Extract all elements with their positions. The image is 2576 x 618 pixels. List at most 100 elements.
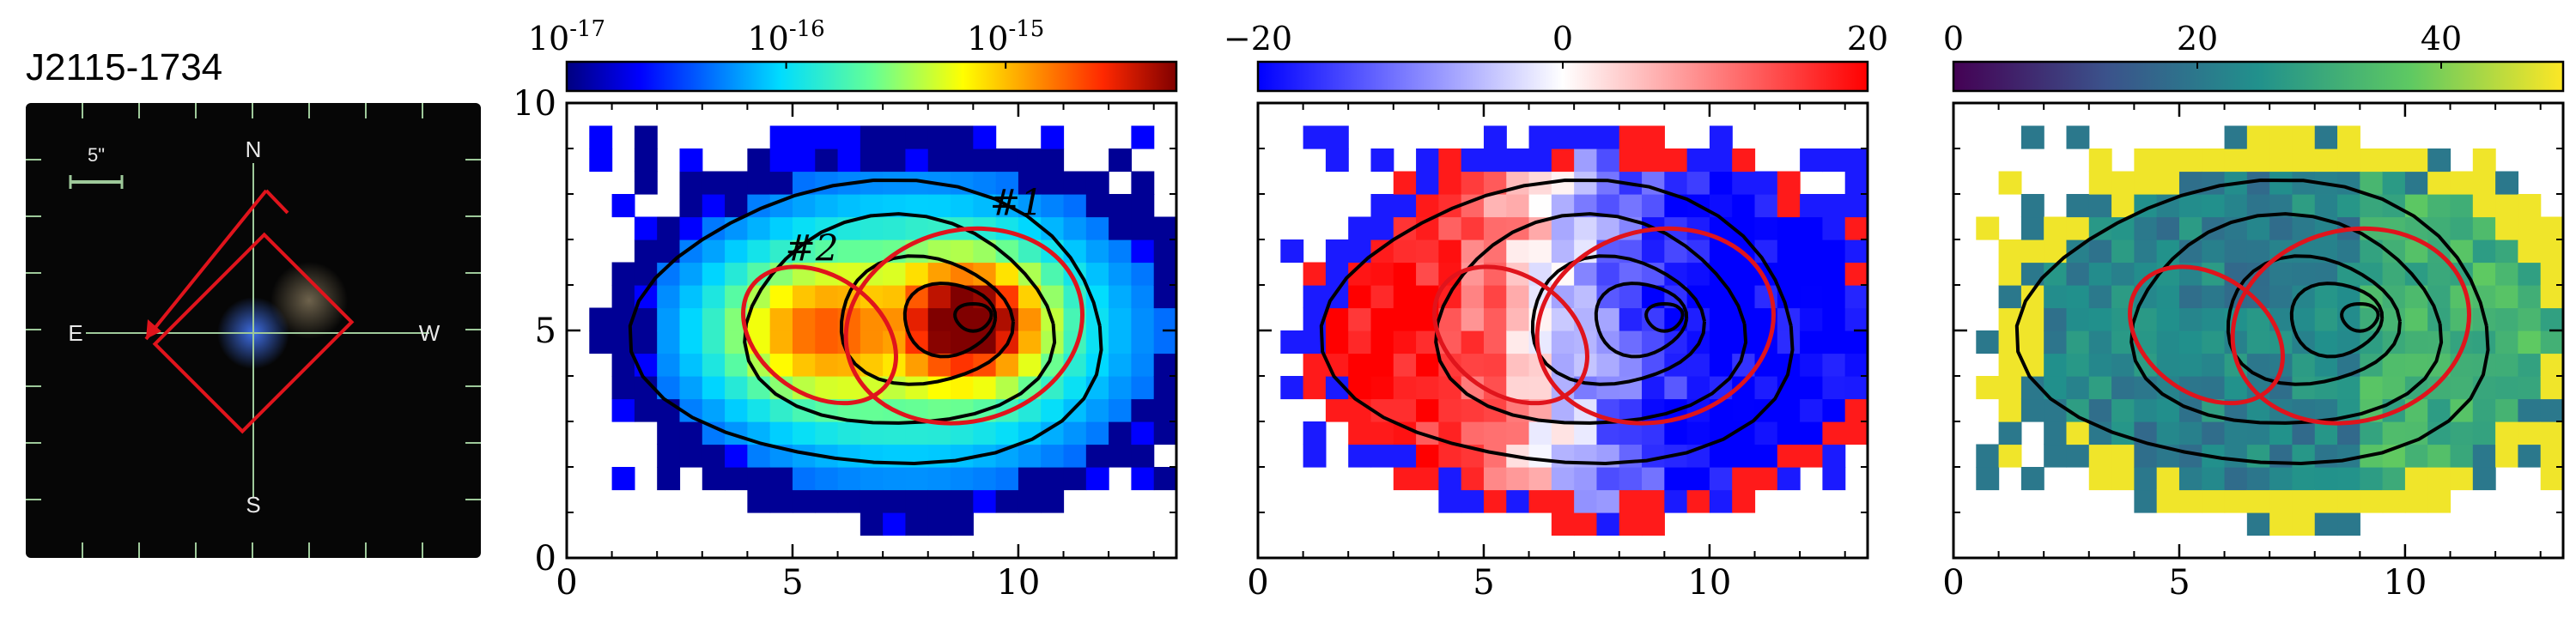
map-pixel [1596,307,1620,331]
map-pixel [2134,398,2158,422]
map-pixel [1551,239,1575,264]
map-pixel [1153,262,1176,286]
contour-level [953,301,993,333]
ifu-footprint [152,232,355,434]
map-pixel [1822,421,1846,445]
map-pixel [2360,330,2384,354]
map-pixel [1642,194,1665,218]
map-pixel [1998,353,2022,377]
map-pixel [2495,307,2519,331]
map-pixel [1370,444,1394,468]
map-pixel [2111,467,2135,491]
map-pixel [1018,467,1042,491]
map-pixel [769,171,793,195]
map-pixel [1018,171,1042,195]
map-pixel [1551,467,1575,491]
map-pixel [2202,353,2226,377]
map-pixel [815,330,839,354]
map-pixel [1063,216,1087,240]
map-pixel [1393,285,1417,309]
map-pixel [1574,467,1598,491]
map-pixel [2020,125,2044,149]
map-pixel [1754,398,1778,422]
map-pixel [2360,467,2384,491]
map-pixel [792,148,816,173]
map-pixel [1619,125,1643,149]
map-pixel [1822,376,1846,400]
map-pixel [769,489,793,513]
map-pixel [2088,285,2112,309]
map-pixel [1732,489,1756,513]
map-pixel [2178,285,2202,309]
map-pixel [725,262,748,286]
contour-level [1319,178,1795,466]
map-pixel [995,171,1019,195]
map-pixel [1131,307,1155,331]
map-pixel [2134,239,2158,264]
map-pixel [837,239,861,264]
map-pixel [1303,353,1327,377]
x-tick-label: 10 [1687,563,1731,603]
map-pixel [2202,330,2226,354]
map-pixel [2111,194,2135,218]
map-pixel [1370,307,1394,331]
map-pixel [1754,376,1778,400]
map-pixel [1393,353,1417,377]
map-pixel [2202,194,2226,218]
map-pixel [2020,194,2044,218]
map-pixel [1844,398,1868,422]
map-pixel [1348,353,1372,377]
map-pixels [1280,125,1868,536]
map-pixel [1085,398,1109,422]
map-pixel [1976,444,2000,468]
map-pixel [860,421,884,445]
map-pixel [792,125,816,149]
map-pixel [1063,171,1087,195]
map-pixel [1041,398,1065,422]
map-pixel [1844,421,1868,445]
map-pixel [1844,148,1868,173]
map-pixel [1461,307,1485,331]
map-pixel [2044,353,2068,377]
contour-level [902,282,998,359]
contour-level [1594,282,1689,359]
map-pixel [679,148,703,173]
aperture-ellipse [2230,226,2471,426]
map-pixel [2314,262,2338,286]
map-pixel [837,421,861,445]
map-pixel [2246,330,2270,354]
map-pixel [792,330,816,354]
map-pixel [2020,307,2044,331]
map-pixel [1303,125,1327,149]
map-pixel [1370,353,1394,377]
map-pixel [815,285,839,309]
map-pixel [1551,194,1575,218]
map-pixel [1370,330,1394,354]
direction-arrow-tail [264,189,289,215]
contour-level [1530,254,1706,386]
map-pixel [2178,307,2202,331]
map-pixel [1844,194,1868,218]
map-pixel [725,398,748,422]
map-pixel [951,444,974,468]
map-pixel [792,353,816,377]
map-pixel [1619,467,1643,491]
map-pixel [1109,239,1133,264]
map-pixel [1800,216,1824,240]
map-pixel [1822,148,1846,173]
sky-thumbnail: N S E W 5" [26,103,481,558]
map-pixel [2111,239,2135,264]
map-pixel [905,148,929,173]
map-pixel [1686,353,1710,377]
map-pixel [995,489,1019,513]
map-pixel [1844,353,1868,377]
map-pixel [2382,421,2406,445]
map-pixel [1998,421,2022,445]
map-pixel [815,376,839,400]
map-pixel [1370,148,1394,173]
map-pixel [769,239,793,264]
map-pixel [2292,467,2316,491]
map-pixel [1063,421,1087,445]
map-pixel [1844,262,1868,286]
map-pixel [2246,125,2270,149]
